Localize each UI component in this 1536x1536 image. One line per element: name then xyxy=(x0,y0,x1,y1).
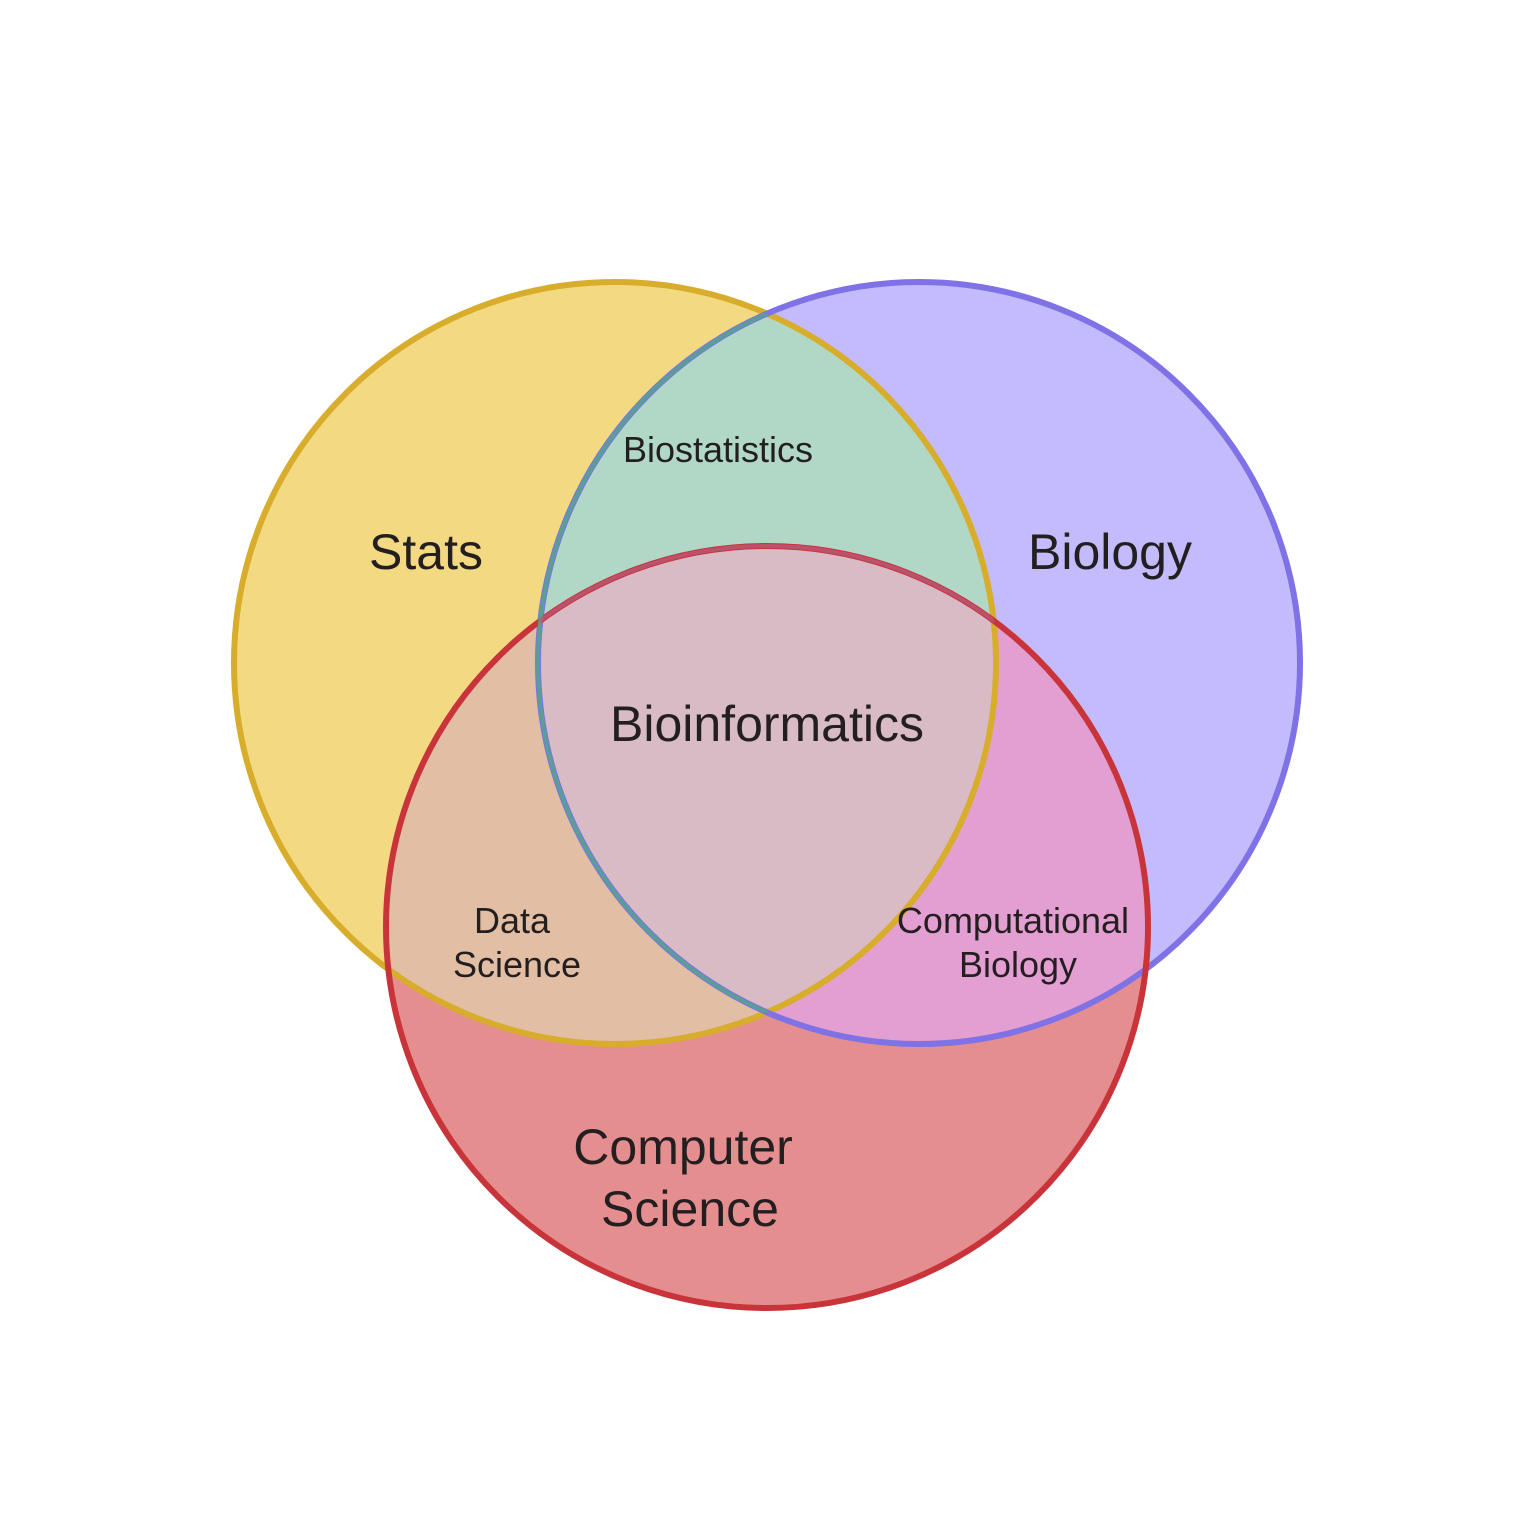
data-science-label-line-1: Data xyxy=(474,900,551,941)
computer-science-label-line-2: Science xyxy=(601,1181,779,1237)
data-science-label-line-2: Science xyxy=(453,944,581,985)
bioinformatics-boundary xyxy=(538,544,996,1044)
biology-label: Biology xyxy=(1028,524,1192,580)
biostatistics-label: Biostatistics xyxy=(623,429,813,470)
stats-label: Stats xyxy=(369,524,483,580)
computer-science-label-line-1: Computer xyxy=(573,1119,793,1175)
computational-biology-label-line-2: Biology xyxy=(959,944,1077,985)
data-science-label: Data Science xyxy=(453,900,581,985)
computational-biology-label-line-1: Computational xyxy=(897,900,1129,941)
bioinformatics-label: Bioinformatics xyxy=(610,696,924,752)
stats-outline xyxy=(231,279,999,1047)
biostatistics-boundary xyxy=(536,282,996,1044)
computer-science-label: Computer Science xyxy=(573,1119,806,1237)
bioinformatics-region xyxy=(538,546,996,1044)
computational-biology-label: Computational Biology xyxy=(897,900,1139,985)
